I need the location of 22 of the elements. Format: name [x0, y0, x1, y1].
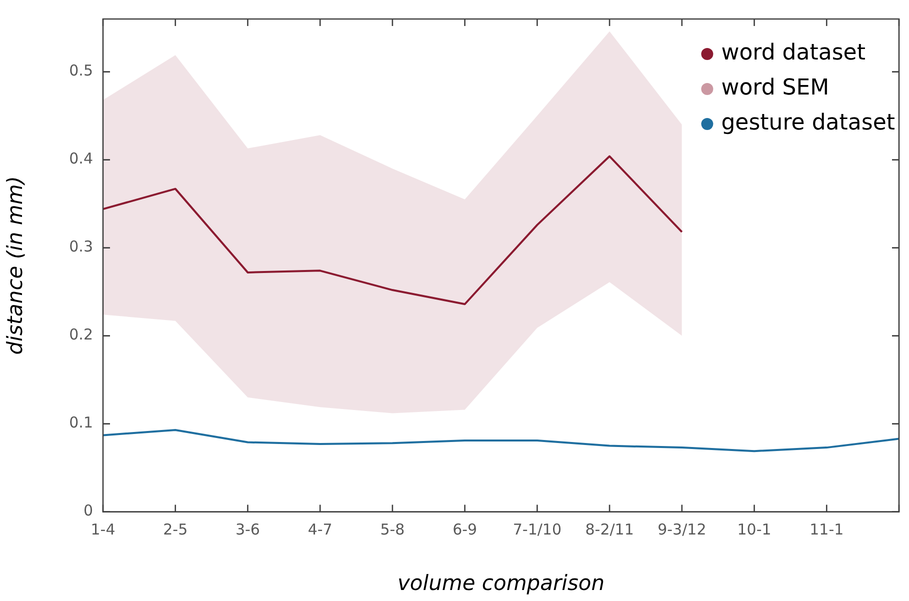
- legend-label: gesture dataset: [721, 110, 896, 136]
- x-tick-label: 9-3/12: [658, 520, 706, 539]
- annotation: word SEM: [721, 76, 830, 101]
- x-tick-label: 2-5: [163, 520, 188, 539]
- y-tick-label: 0.1: [69, 414, 93, 432]
- y-tick-label: 0.5: [69, 62, 93, 80]
- x-tick-label: 11-1: [810, 520, 844, 539]
- x-axis-title: volume comparison: [397, 570, 605, 595]
- x-tick-label: 3-6: [235, 520, 260, 539]
- legend-label: word dataset: [721, 40, 866, 66]
- y-axis-title: distance (in mm): [3, 176, 28, 355]
- x-tick-label: 6-9: [452, 520, 478, 539]
- x-tick-label: 1-4: [90, 520, 116, 539]
- x-tick-label: 10-1: [737, 520, 772, 539]
- y-tick-label: 0.3: [69, 238, 93, 256]
- y-tick-label: 0.4: [69, 150, 93, 168]
- x-tick-label: 8-2/11: [585, 520, 634, 539]
- y-tick-label: 0.2: [69, 326, 93, 344]
- y-tick-label: 0: [83, 502, 93, 520]
- x-tick-label: 7-1/10: [512, 520, 562, 539]
- x-tick-label: 4-7: [308, 520, 332, 539]
- x-tick-label: 5-8: [380, 520, 405, 539]
